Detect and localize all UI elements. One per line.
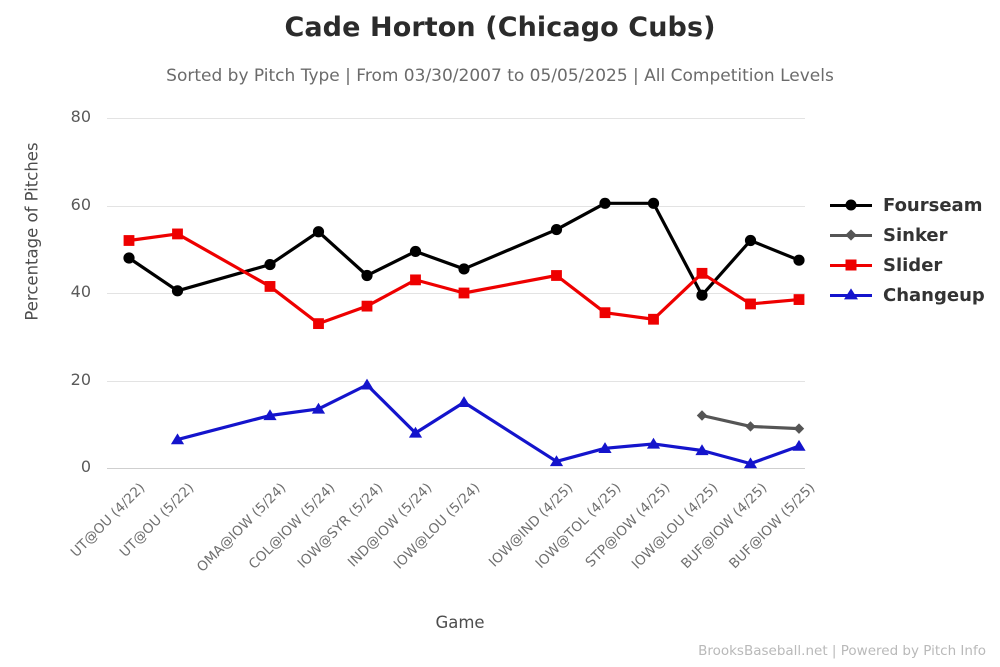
legend-marker-circle-icon (845, 199, 857, 211)
data-point (549, 455, 564, 467)
legend: Fourseam Sinker Slider Changeup (828, 190, 985, 310)
legend-marker-diamond-icon (845, 229, 857, 241)
data-point (264, 258, 276, 271)
gridline-40 (107, 293, 805, 294)
data-point (793, 254, 805, 266)
y-tick-label: 60 (70, 194, 91, 214)
data-point (360, 378, 374, 390)
data-point (170, 433, 185, 445)
data-point (745, 421, 756, 432)
series-sinker (696, 410, 805, 434)
data-point (598, 442, 612, 453)
y-tick-label: 40 (70, 282, 91, 301)
data-point (313, 318, 324, 330)
y-tick-label: 80 (70, 107, 91, 126)
series-fourseam (123, 197, 805, 301)
data-point (696, 410, 708, 421)
data-point (696, 267, 708, 279)
data-point (647, 197, 660, 209)
data-point (409, 245, 422, 258)
data-point (648, 313, 659, 325)
data-point (744, 234, 757, 247)
y-tick-label: 0 (80, 457, 91, 476)
data-point (696, 289, 708, 301)
legend-label: Sinker (883, 224, 948, 246)
data-point (793, 423, 805, 434)
data-point (311, 402, 326, 414)
legend-item-changeup[interactable]: Changeup (828, 280, 985, 310)
legend-label: Slider (883, 254, 943, 276)
legend-item-sinker[interactable]: Sinker (828, 220, 985, 250)
data-point (745, 298, 756, 310)
data-point (361, 269, 373, 282)
legend-label: Changeup (883, 284, 985, 306)
series-line (127, 201, 801, 297)
data-point (695, 444, 709, 456)
data-point (792, 439, 806, 451)
legend-marker-square-icon (845, 259, 857, 271)
data-point (599, 307, 611, 319)
data-point (458, 263, 470, 275)
data-point (793, 294, 805, 305)
chart-title: Cade Horton (Chicago Cubs) (284, 12, 716, 43)
legend-swatch-square-icon (828, 258, 874, 272)
data-point (457, 396, 471, 408)
y-tick-label: 20 (70, 369, 91, 389)
data-point (264, 281, 276, 292)
data-point (171, 285, 184, 297)
data-point (743, 457, 758, 469)
series-line (127, 232, 801, 326)
data-point (458, 287, 470, 299)
data-point (551, 270, 562, 281)
legend-item-slider[interactable]: Slider (828, 250, 985, 280)
series-slider (123, 228, 805, 330)
data-point (599, 197, 611, 209)
gridline-0 (107, 468, 805, 469)
legend-swatch-diamond-icon (828, 228, 874, 242)
series-line (175, 383, 801, 466)
footer-credit: BrooksBaseball.net | Powered by Pitch In… (698, 643, 986, 659)
data-point (408, 426, 423, 438)
data-point (646, 437, 661, 449)
chart-subtitle: Sorted by Pitch Type | From 03/30/2007 t… (166, 66, 834, 86)
gridline-60 (107, 206, 805, 207)
legend-label: Fourseam (883, 194, 983, 216)
data-point (312, 226, 325, 238)
legend-swatch-triangle-icon (828, 288, 874, 302)
data-point (123, 235, 135, 246)
legend-swatch-circle-icon (828, 198, 874, 212)
x-axis-title: Game (435, 613, 485, 632)
data-point (410, 274, 421, 286)
data-point (123, 252, 135, 264)
series-changeup (170, 378, 806, 469)
data-point (361, 300, 373, 312)
data-point (172, 228, 183, 240)
data-point (263, 409, 277, 421)
gridline-20 (107, 381, 805, 382)
gridline-80 (107, 118, 805, 119)
legend-marker-triangle-icon (844, 288, 858, 300)
legend-item-fourseam[interactable]: Fourseam (828, 190, 985, 220)
y-axis-title: Percentage of Pitches (22, 142, 42, 321)
data-point (550, 223, 563, 236)
